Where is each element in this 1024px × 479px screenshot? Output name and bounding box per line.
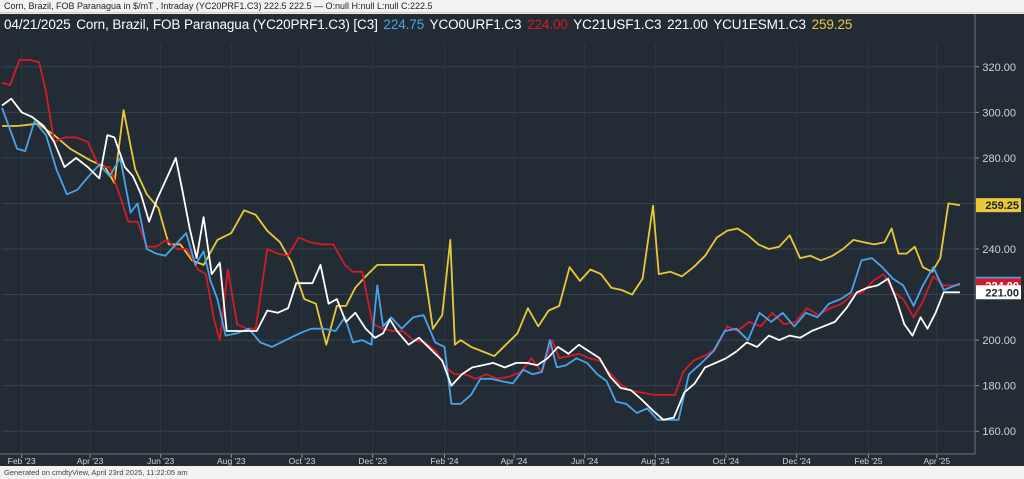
last-value-bg-YC21USF1.C3 [976, 285, 1021, 300]
y-tick-label: 200.00 [982, 335, 1016, 347]
x-tick-label: Oct '23 [289, 456, 316, 466]
x-tick-label: Oct '24 [713, 456, 740, 466]
chart-info-bar: Corn, Brazil, FOB Paranagua in $/mT , In… [0, 0, 1024, 13]
y-tick-label: 320.00 [982, 62, 1016, 74]
legend-date: 04/21/2025 [4, 17, 71, 32]
legend-value-3: 221.00 [667, 17, 708, 32]
legend-title: Corn, Brazil, FOB Paranagua (YC20PRF1.C3… [76, 17, 378, 32]
legend-value-1: 224.75 [383, 17, 425, 32]
x-tick-label: Feb '24 [430, 456, 458, 466]
x-tick-label: Jun '23 [147, 456, 174, 466]
x-tick-label: Jun '24 [571, 456, 598, 466]
series-line-YC21USF1.C3 [1, 97, 960, 421]
last-value-label-YC21USF1.C3: 221.00 [985, 287, 1019, 299]
x-tick-label: Dec '24 [782, 456, 811, 466]
x-tick-label: Aug '23 [217, 456, 246, 466]
series-line-YCU1ESM1.C3 [2, 109, 961, 358]
legend-value-4: 259.25 [811, 17, 853, 32]
chart-legend: 04/21/2025 Corn, Brazil, FOB Paranagua (… [4, 17, 854, 32]
series-line-YCO0URF1.C3 [1, 59, 960, 396]
footer: Generated on cmdtyView, April 23rd 2025,… [0, 466, 1024, 479]
x-tick-label: Apr '24 [501, 456, 528, 466]
price-chart[interactable]: 160.00180.00200.00220.00240.00260.00280.… [0, 14, 1024, 466]
chart-info-text: Corn, Brazil, FOB Paranagua in $/mT , In… [4, 1, 433, 11]
y-tick-label: 180.00 [982, 381, 1016, 393]
legend-value-2: 224.00 [527, 17, 568, 32]
x-tick-label: Aug '24 [641, 456, 670, 466]
x-tick-label: Dec '23 [358, 456, 387, 466]
y-tick-label: 240.00 [982, 244, 1016, 256]
y-tick-label: 280.00 [982, 153, 1016, 165]
y-tick-label: 300.00 [982, 107, 1016, 119]
footer-text: Generated on cmdtyView, April 23rd 2025,… [4, 468, 188, 477]
last-value-bg-YCU1ESM1.C3 [976, 198, 1021, 213]
legend-ric-4: YCU1ESM1.C3 [713, 17, 806, 32]
last-value-label-YCU1ESM1.C3: 259.25 [985, 200, 1019, 212]
x-tick-label: Apr '25 [923, 456, 950, 466]
x-tick-label: Apr '23 [77, 456, 104, 466]
legend-ric-2: YCO0URF1.C3 [429, 17, 522, 32]
y-tick-label: 160.00 [982, 426, 1016, 438]
legend-ric-3: YC21USF1.C3 [573, 17, 662, 32]
series-line-YC20PRF1.C3 [1, 107, 961, 421]
x-tick-label: Feb '25 [854, 456, 882, 466]
chart-area[interactable]: 160.00180.00200.00220.00240.00260.00280.… [0, 14, 1024, 466]
x-tick-label: Feb '23 [8, 456, 36, 466]
